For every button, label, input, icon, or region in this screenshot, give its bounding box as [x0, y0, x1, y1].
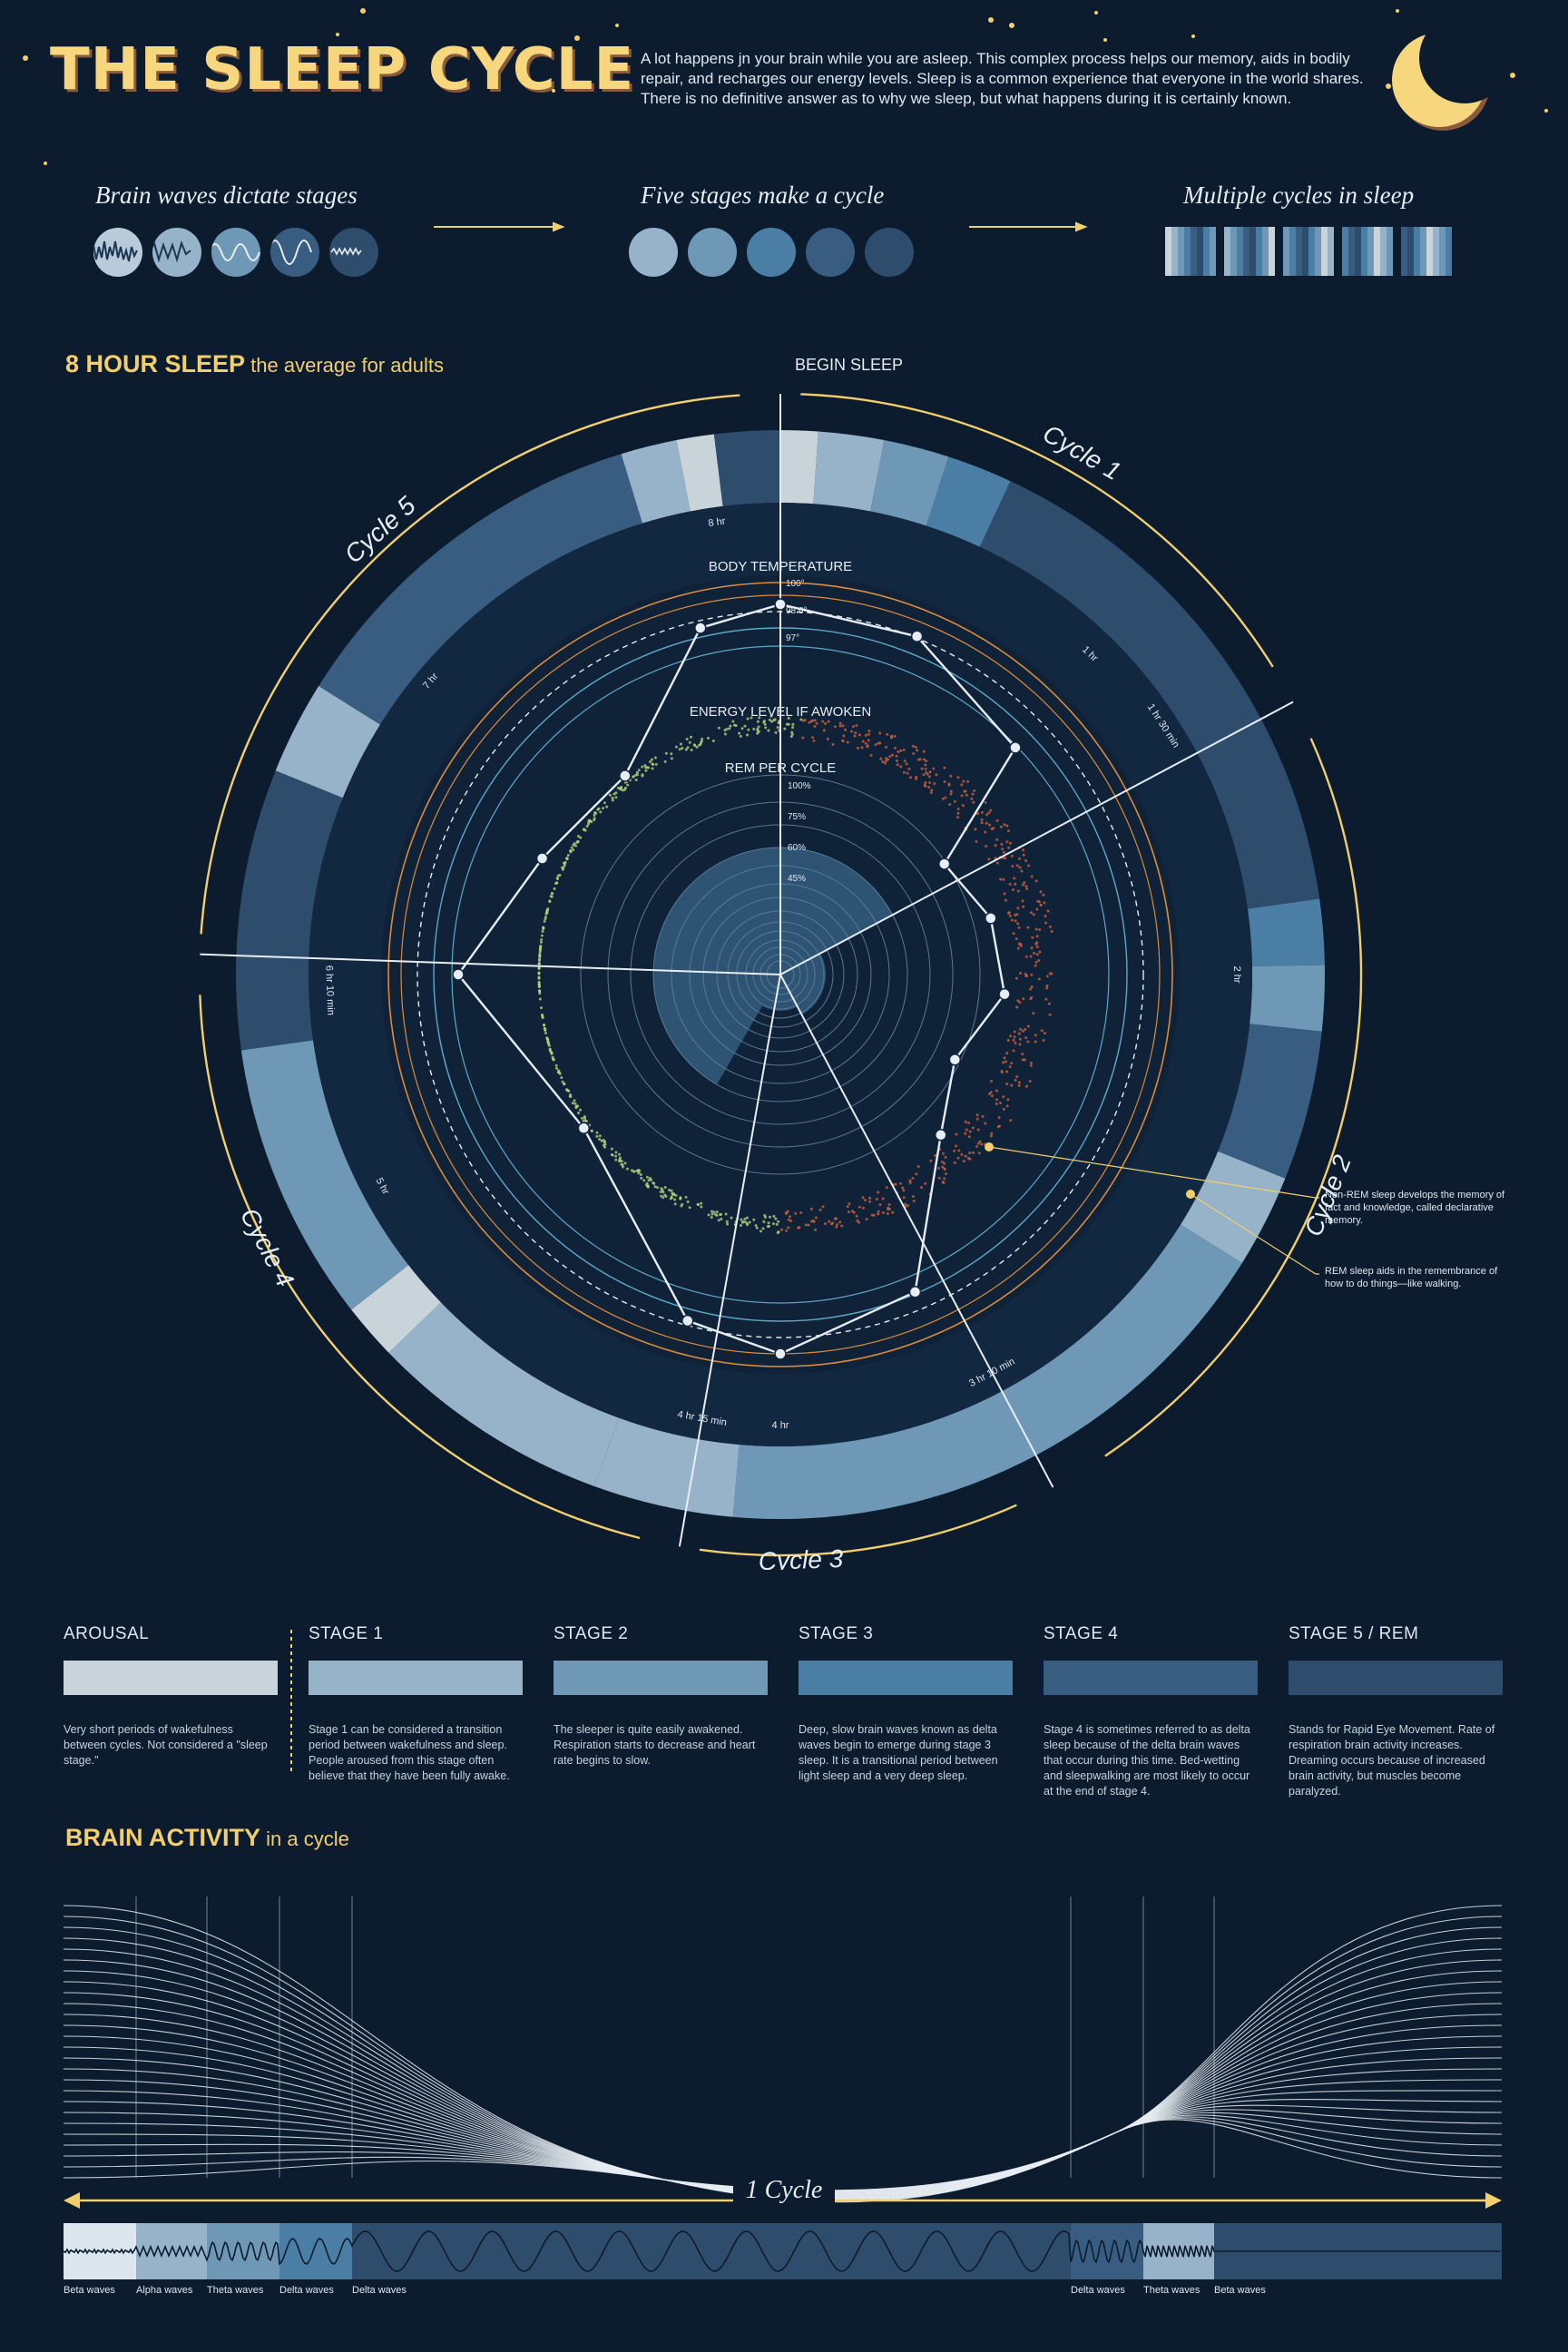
wave-label: Delta waves: [352, 2285, 407, 2296]
energy-level-label: ENERGY LEVEL IF AWOKEN: [690, 704, 871, 720]
rem-tick: 100%: [788, 781, 811, 791]
overview-brain-waves-title: Brain waves dictate stages: [95, 181, 358, 210]
multiple-cycle-blocks: [1165, 227, 1452, 276]
stage-description: Stage 1 can be considered a transition p…: [309, 1722, 523, 1784]
rem-per-cycle-label: REM PER CYCLE: [725, 760, 837, 776]
overview-five-stages-title: Five stages make a cycle: [641, 181, 884, 210]
stage-name: AROUSAL: [64, 1624, 278, 1651]
stage-name: STAGE 4: [1044, 1624, 1258, 1651]
brain-wave-icons: [91, 228, 378, 277]
rem-tick: 45%: [788, 874, 806, 884]
one-cycle-label: 1 Cycle: [0, 2176, 1568, 2205]
moon-icon: [1392, 13, 1510, 131]
stage-swatch: [554, 1661, 768, 1695]
wave-label: Delta waves: [279, 2285, 334, 2296]
wave-label: Theta waves: [207, 2285, 263, 2296]
stage-description: The sleeper is quite easily awakened. Re…: [554, 1722, 768, 1769]
arrow-icons: [434, 223, 1085, 230]
temp-tick: 97°: [786, 633, 799, 643]
time-tick: 4 hr: [772, 1420, 789, 1431]
annotation-nonrem: Non-REM sleep develops the memory of fac…: [1325, 1189, 1506, 1227]
wave-label: Theta waves: [1143, 2285, 1200, 2296]
stage-0: AROUSAL Very short periods of wakefulness…: [64, 1624, 278, 1769]
wave-label: Beta waves: [1214, 2285, 1266, 2296]
brain-activity-title: BRAIN ACTIVITY in a cycle: [65, 1824, 349, 1852]
stage-swatch: [799, 1661, 1013, 1695]
brain-activity-title-bold: BRAIN ACTIVITY: [65, 1824, 260, 1851]
stage-swatch: [1044, 1661, 1258, 1695]
time-tick: 2 hr: [1231, 966, 1242, 984]
stage-name: STAGE 3: [799, 1624, 1013, 1651]
overview-graphics: [0, 218, 1568, 290]
star-field: [0, 0, 1568, 181]
brain-activity-title-rest: in a cycle: [260, 1828, 349, 1850]
stage-name: STAGE 5 / REM: [1289, 1624, 1503, 1651]
brain-activity-chart: [0, 1878, 1568, 2287]
cycle-label-3: Cycle 3: [758, 1544, 844, 1570]
cycle-label-5: Cycle 5: [339, 491, 421, 569]
cycle-label-4: Cycle 4: [235, 1203, 299, 1291]
overview-multiple-cycles-title: Multiple cycles in sleep: [1183, 181, 1414, 210]
stage-swatch: [1289, 1661, 1503, 1695]
stage-name: STAGE 1: [309, 1624, 523, 1651]
stage-1: STAGE 1 Stage 1 can be considered a trans…: [309, 1624, 523, 1784]
temp-tick: 100°: [786, 579, 805, 589]
stage-4: STAGE 4 Stage 4 is sometimes referred to …: [1044, 1624, 1258, 1799]
stage-description: Stage 4 is sometimes referred to as delt…: [1044, 1722, 1258, 1799]
stage-name: STAGE 2: [554, 1624, 768, 1651]
legend-divider: [289, 1630, 294, 1775]
stage-description: Deep, slow brain waves known as delta wa…: [799, 1722, 1013, 1784]
rem-tick: 60%: [788, 843, 806, 853]
wave-label: Alpha waves: [136, 2285, 192, 2296]
stage-description: Stands for Rapid Eye Movement. Rate of r…: [1289, 1722, 1503, 1799]
temp-tick: 98.6°: [786, 606, 807, 616]
wave-label: Beta waves: [64, 2285, 115, 2296]
cycle-label-1: Cycle 1: [1038, 419, 1125, 486]
five-stage-circles: [629, 228, 914, 277]
rem-tick: 75%: [788, 812, 806, 822]
body-temperature-label: BODY TEMPERATURE: [709, 559, 852, 574]
stage-swatch: [309, 1661, 523, 1695]
stage-3: STAGE 3 Deep, slow brain waves known as d…: [799, 1624, 1013, 1784]
one-cycle-text: 1 Cycle: [733, 2176, 836, 2204]
stage-swatch: [64, 1661, 278, 1695]
stage-5: STAGE 5 / REM Stands for Rapid Eye Moveme…: [1289, 1624, 1503, 1799]
stage-description: Very short periods of wakefulness betwee…: [64, 1722, 278, 1769]
time-tick: 6 hr 10 min: [323, 965, 336, 1015]
annotation-rem: REM sleep aids in the remembrance of how…: [1325, 1265, 1506, 1290]
stage-2: STAGE 2 The sleeper is quite easily awake…: [554, 1624, 768, 1769]
wave-label: Delta waves: [1071, 2285, 1125, 2296]
sleep-cycle-radial-chart: Cycle 1Cycle 2Cycle 3Cycle 4Cycle 5 BODY …: [0, 363, 1568, 1570]
